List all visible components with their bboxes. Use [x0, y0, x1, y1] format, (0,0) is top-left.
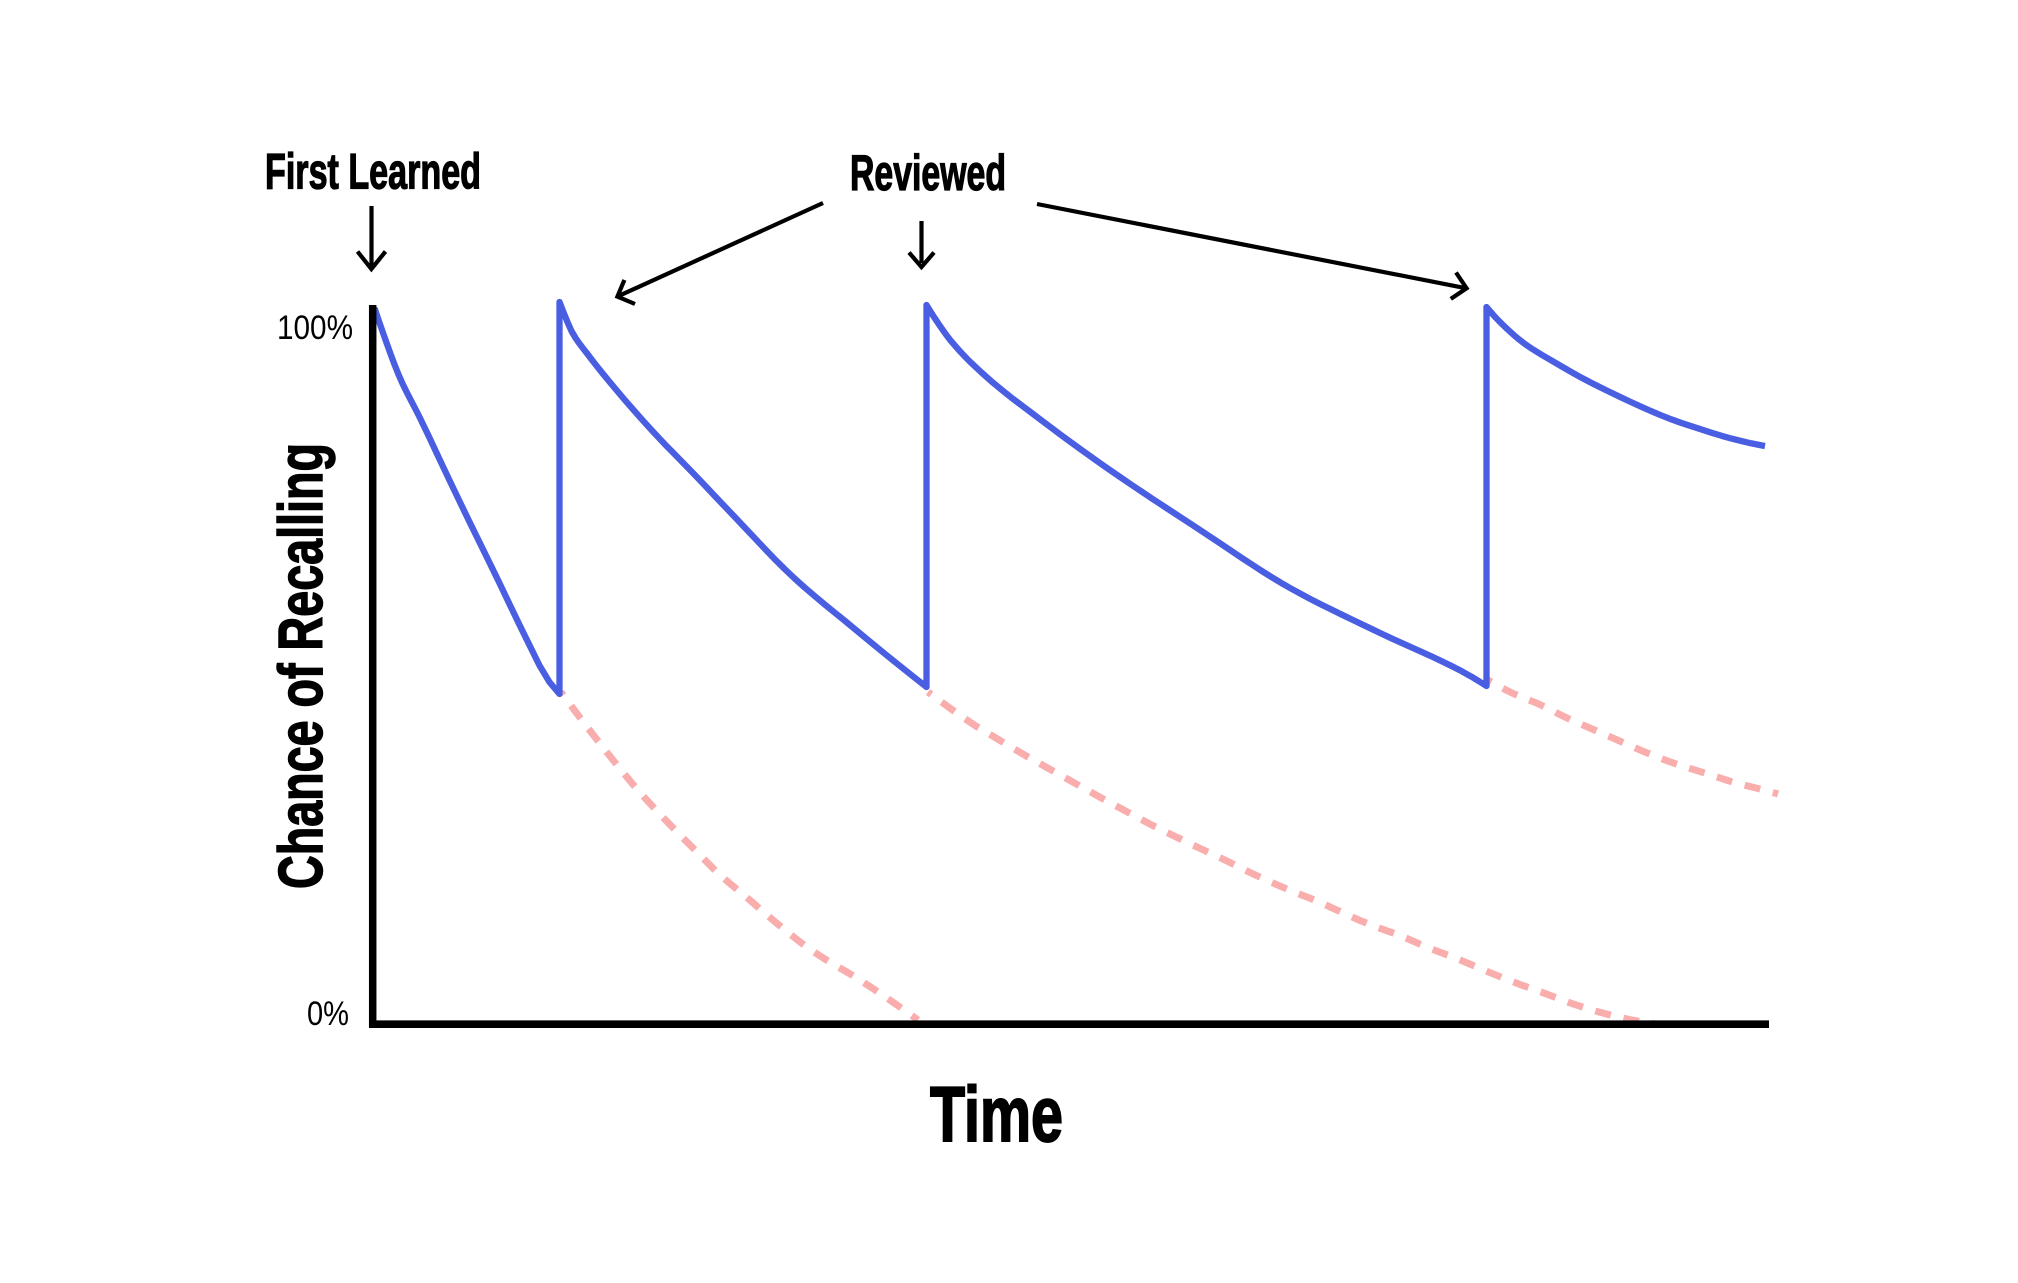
svg-text:First Learned: First Learned	[265, 144, 481, 200]
svg-text:Chance of Recalling: Chance of Recalling	[267, 443, 336, 889]
svg-text:Time: Time	[930, 1070, 1063, 1158]
svg-text:Reviewed: Reviewed	[850, 145, 1006, 201]
svg-text:100%: 100%	[277, 309, 353, 347]
svg-text:0%: 0%	[307, 995, 349, 1033]
